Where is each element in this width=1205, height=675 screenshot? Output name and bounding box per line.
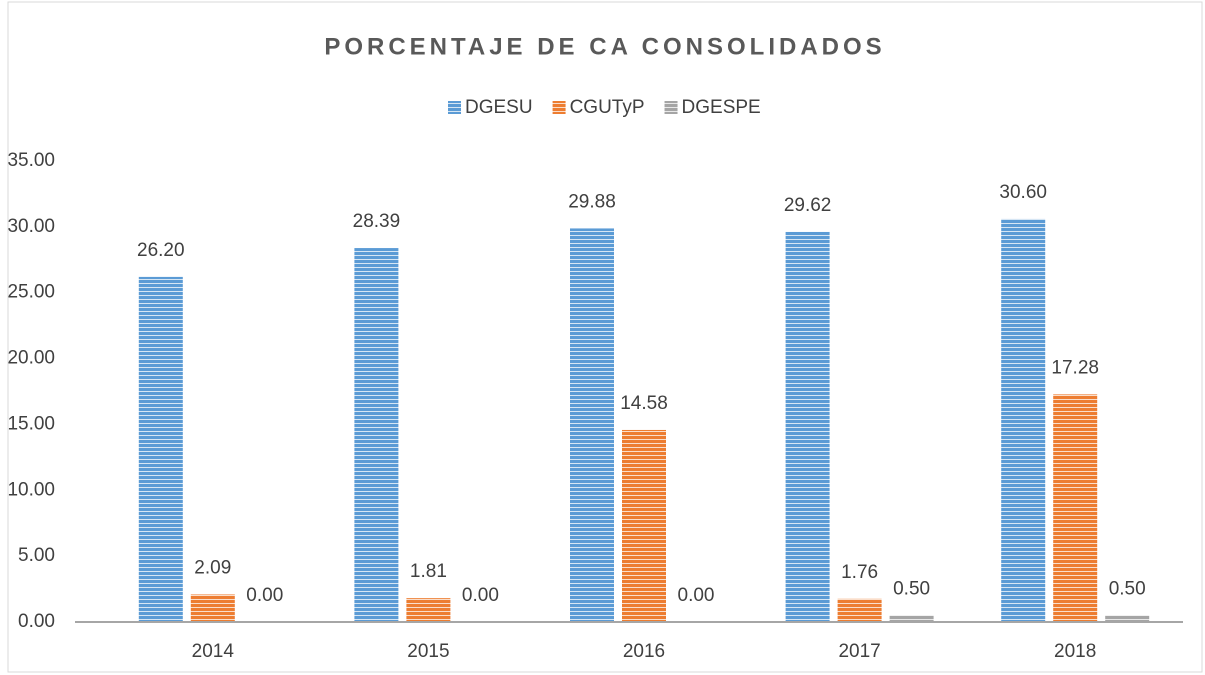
value-label: 2.09 [194,557,231,578]
value-label: 0.50 [1109,578,1146,599]
legend-swatch [552,101,566,114]
value-label: 29.62 [784,195,832,216]
bar [406,598,451,622]
bar [570,228,614,622]
value-label: 29.88 [568,191,616,212]
x-tick-label: 2016 [623,641,665,662]
y-tick-label: 30.00 [7,216,55,237]
value-label: 0.00 [246,585,283,606]
bar [354,248,399,622]
legend-swatch [448,101,461,114]
x-tick-label: 2018 [1054,641,1096,662]
bar [622,429,666,622]
value-label: 17.28 [1051,357,1099,378]
value-label: 28.39 [353,211,401,232]
bar [138,276,183,622]
y-tick-label: 35.00 [7,150,55,171]
x-tick-label: 2014 [192,641,235,662]
legend-label: DGESPE [682,97,761,118]
bar [1105,615,1150,622]
value-label: 14.58 [620,393,668,414]
value-label: 0.50 [893,578,930,599]
legend-label: CGUTyP [570,97,645,118]
legend-swatch [664,101,678,114]
value-label: 26.20 [137,240,185,261]
y-tick-label: 25.00 [7,282,55,303]
y-tick-label: 5.00 [18,545,55,566]
bar [190,594,235,622]
y-tick-label: 15.00 [7,413,55,434]
chart-title: PORCENTAJE DE CA CONSOLIDADOS [324,33,885,60]
value-label: 1.76 [841,562,878,583]
x-tick-label: 2017 [838,641,880,662]
bar [1001,218,1046,622]
value-label: 30.60 [999,182,1047,203]
value-label: 1.81 [410,561,447,582]
bar [837,598,882,622]
y-tick-label: 0.00 [18,611,55,632]
y-tick-label: 20.00 [7,348,55,369]
bar [785,231,830,622]
x-tick-label: 2015 [407,641,449,662]
y-tick-label: 10.00 [7,479,55,500]
value-label: 0.00 [462,585,499,606]
bar [1053,394,1098,622]
value-label: 0.00 [678,585,715,606]
bar [889,615,934,622]
legend-label: DGESU [465,97,533,118]
